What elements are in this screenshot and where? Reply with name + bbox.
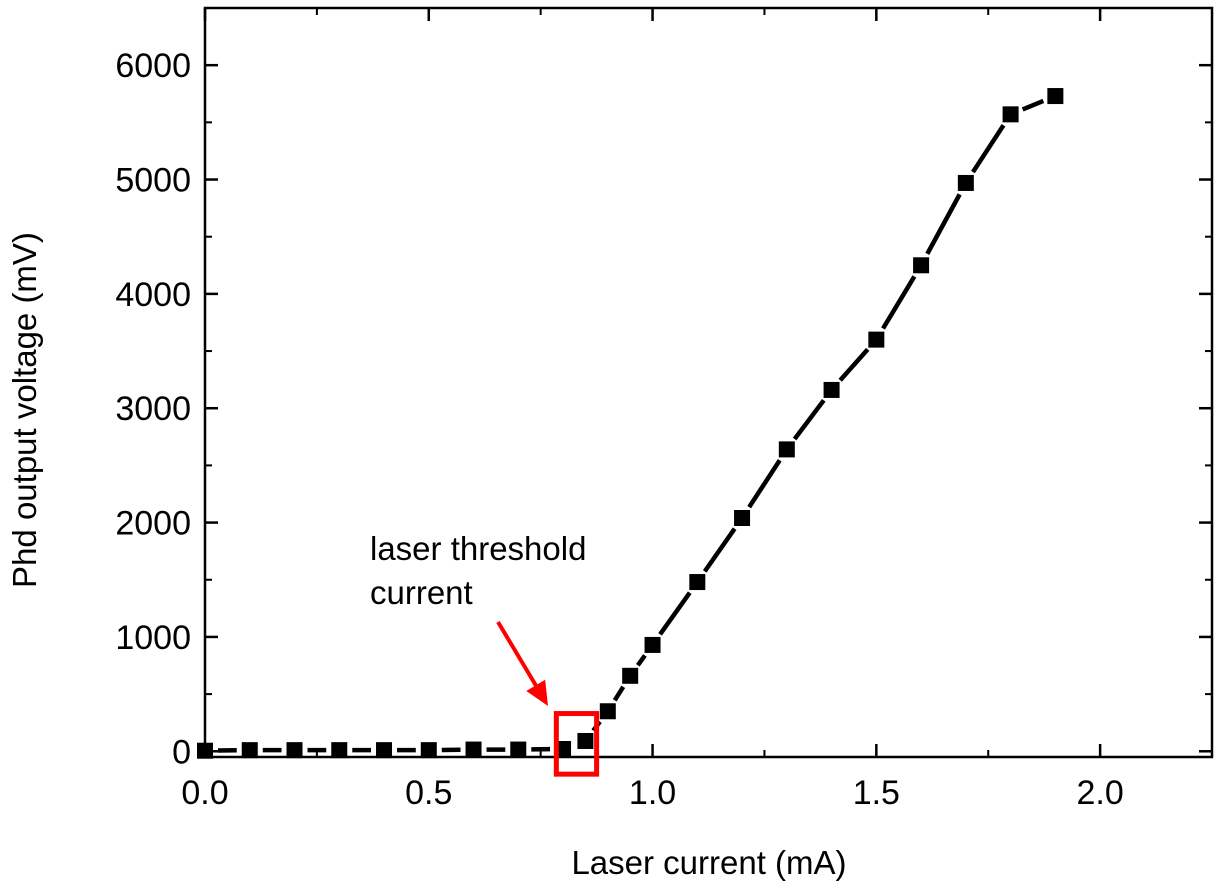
x-axis: 0.0 0.5 1.0 1.5 2.0 — [181, 8, 1124, 812]
series-line-segment — [658, 591, 692, 636]
data-point-marker — [868, 331, 885, 348]
annotation-text-line-1: laser threshold — [370, 530, 586, 567]
series-line-segment — [612, 685, 626, 702]
data-point-marker — [577, 732, 594, 749]
data-point-marker — [689, 574, 706, 591]
annotation-arrow-head — [526, 679, 548, 706]
y-tick-label: 2000 — [115, 505, 191, 543]
y-tick-label: 5000 — [115, 162, 191, 200]
annotation-text-line-2: current — [370, 574, 473, 611]
data-point-marker — [957, 174, 974, 191]
series-line-segment — [971, 124, 1006, 174]
y-tick-label: 6000 — [115, 47, 191, 85]
data-point-marker — [465, 741, 482, 758]
x-tick-label: 2.0 — [1076, 774, 1123, 812]
annotation-arrow-shaft — [496, 620, 543, 696]
series-line-segment — [747, 459, 782, 509]
y-axis: 0 1000 2000 3000 4000 5000 6000 — [115, 47, 1212, 771]
data-point-marker — [555, 740, 572, 757]
x-tick-label: 1.0 — [629, 774, 676, 812]
series-line-segment — [925, 193, 962, 255]
data-point-marker — [286, 742, 303, 759]
series-line-segment — [1021, 98, 1045, 112]
data-point-marker — [1002, 106, 1019, 123]
y-tick-label: 0 — [172, 733, 191, 771]
data-point-marker — [913, 257, 930, 274]
series-line-segment — [635, 654, 647, 667]
data-series — [197, 88, 1064, 759]
data-point-marker — [622, 667, 639, 684]
x-axis-title: Laser current (mA) — [571, 844, 846, 881]
y-axis-title: Phd output voltage (mV) — [6, 232, 43, 588]
threshold-annotation: laser threshold current — [370, 530, 600, 777]
x-tick-label: 0.5 — [405, 774, 452, 812]
series-line-segment — [881, 275, 917, 330]
data-point-marker — [599, 703, 616, 720]
data-point-marker — [778, 441, 795, 458]
x-tick-label: 0.0 — [181, 774, 228, 812]
data-point-marker — [734, 510, 751, 527]
data-point-marker — [241, 742, 258, 759]
y-tick-label: 4000 — [115, 276, 191, 314]
plot-area — [203, 6, 1214, 759]
y-tick-label: 3000 — [115, 390, 191, 428]
data-point-marker — [331, 742, 348, 759]
data-point-marker — [420, 742, 437, 759]
x-tick-label: 1.5 — [853, 774, 900, 812]
data-point-marker — [376, 742, 393, 759]
data-point-marker — [823, 381, 840, 398]
series-line-segment — [838, 347, 870, 382]
plot-frame — [203, 6, 1214, 759]
series-line-segment — [792, 398, 826, 441]
data-point-marker — [644, 636, 661, 653]
data-point-marker — [510, 741, 527, 758]
threshold-highlight-box — [553, 711, 600, 777]
series-line-segment — [702, 527, 737, 573]
data-point-marker — [1047, 88, 1064, 105]
data-point-marker — [197, 742, 213, 759]
y-tick-label: 1000 — [115, 619, 191, 657]
